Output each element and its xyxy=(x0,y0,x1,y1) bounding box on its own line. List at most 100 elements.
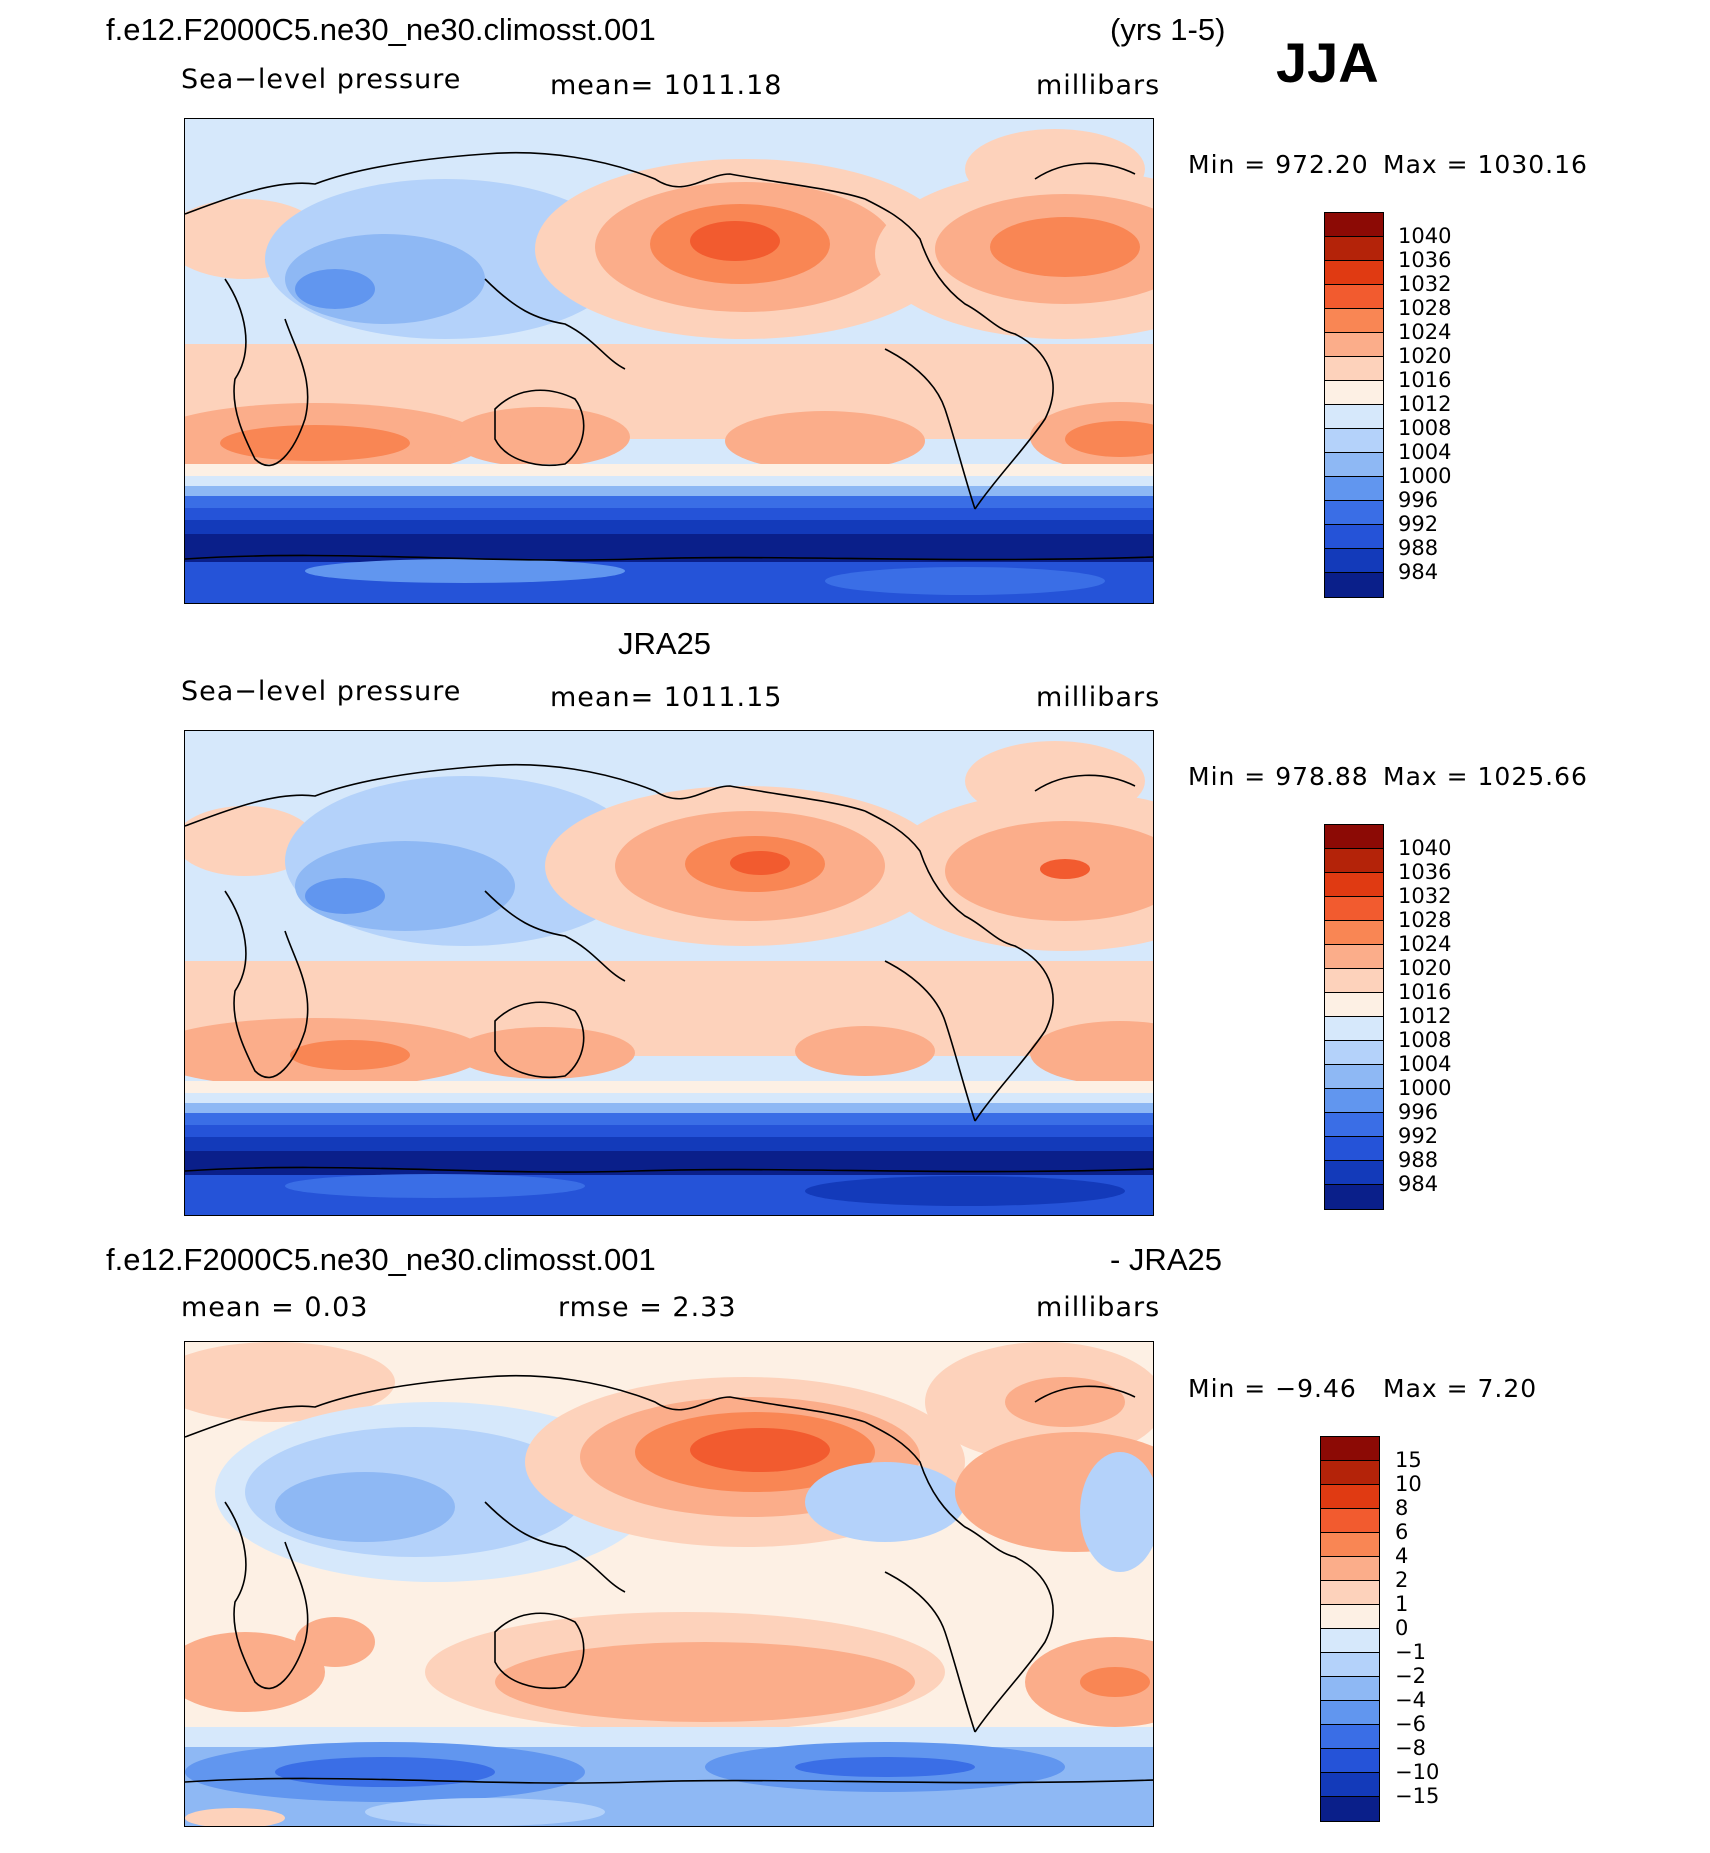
colorbar-swatch xyxy=(1325,285,1383,309)
colorbar-swatch xyxy=(1325,873,1383,897)
colorbar-tick-label: 1000 xyxy=(1398,464,1452,488)
colorbar-swatch xyxy=(1321,1581,1379,1605)
colorbar-swatch xyxy=(1321,1749,1379,1773)
colorbar-swatch xyxy=(1321,1677,1379,1701)
panel3-rmse-label: rmse = 2.33 xyxy=(558,1292,737,1323)
colorbar-swatch xyxy=(1321,1605,1379,1629)
panel2-center-title: JRA25 xyxy=(618,626,712,661)
case-name-title: f.e12.F2000C5.ne30_ne30.climosst.001 xyxy=(106,12,656,47)
colorbar-swatch xyxy=(1325,993,1383,1017)
colorbar-tick-label: 1000 xyxy=(1398,1076,1452,1100)
colorbar-swatch xyxy=(1325,1017,1383,1041)
colorbar-swatch xyxy=(1321,1557,1379,1581)
colorbar-tick-label: 988 xyxy=(1398,1148,1439,1172)
panel1-field-svg xyxy=(185,119,1153,603)
colorbar-tick-label: 1008 xyxy=(1398,416,1452,440)
colorbar-swatch xyxy=(1325,849,1383,873)
colorbar-tick-label: 1028 xyxy=(1398,908,1452,932)
colorbar-swatch xyxy=(1321,1461,1379,1485)
colorbar-tick-label: 1024 xyxy=(1398,932,1452,956)
colorbar-swatch xyxy=(1325,1185,1383,1209)
panel1-max-label: Max = 1030.16 xyxy=(1383,150,1588,179)
colorbar-tick-label: 1016 xyxy=(1398,368,1452,392)
panel3-units-label: millibars xyxy=(1036,1292,1161,1323)
colorbar-tick-label: 8 xyxy=(1395,1496,1409,1520)
colorbar-tick-label: 1004 xyxy=(1398,1052,1452,1076)
panel3-max-label: Max = 7.20 xyxy=(1383,1374,1538,1403)
panel2-min-label: Min = 978.88 xyxy=(1188,762,1369,791)
colorbar-swatch xyxy=(1325,237,1383,261)
colorbar-tick-label: −8 xyxy=(1395,1736,1426,1760)
colorbar-swatch xyxy=(1325,333,1383,357)
colorbar-swatch xyxy=(1321,1653,1379,1677)
colorbar-swatch xyxy=(1321,1725,1379,1749)
colorbar-tick-label: 992 xyxy=(1398,512,1439,536)
panel2-field-svg xyxy=(185,731,1153,1215)
colorbar-swatch xyxy=(1321,1629,1379,1653)
colorbar-tick-label: 996 xyxy=(1398,488,1439,512)
colorbar-swatch xyxy=(1325,549,1383,573)
panel2-colorbar xyxy=(1324,824,1384,1210)
colorbar-tick-label: 1024 xyxy=(1398,320,1452,344)
colorbar-tick-label: 1004 xyxy=(1398,440,1452,464)
colorbar-tick-label: 4 xyxy=(1395,1544,1409,1568)
colorbar-tick-label: −6 xyxy=(1395,1712,1426,1736)
colorbar-tick-label: 1012 xyxy=(1398,1004,1452,1028)
colorbar-swatch xyxy=(1325,1065,1383,1089)
years-label: (yrs 1-5) xyxy=(1110,12,1226,47)
colorbar-tick-label: 1008 xyxy=(1398,1028,1452,1052)
colorbar-swatch xyxy=(1321,1485,1379,1509)
colorbar-swatch xyxy=(1325,501,1383,525)
panel1-map xyxy=(184,118,1154,604)
colorbar-tick-label: 1032 xyxy=(1398,884,1452,908)
colorbar-tick-label: 1036 xyxy=(1398,248,1452,272)
colorbar-tick-label: 2 xyxy=(1395,1568,1409,1592)
panel3-colorbar xyxy=(1320,1436,1380,1822)
colorbar-swatch xyxy=(1325,309,1383,333)
colorbar-tick-label: −10 xyxy=(1395,1760,1440,1784)
panel3-min-label: Min = −9.46 xyxy=(1188,1374,1357,1403)
panel2-max-label: Max = 1025.66 xyxy=(1383,762,1588,791)
colorbar-swatch xyxy=(1321,1773,1379,1797)
colorbar-swatch xyxy=(1321,1533,1379,1557)
colorbar-tick-label: 1016 xyxy=(1398,980,1452,1004)
panel3-field-svg xyxy=(185,1342,1153,1826)
colorbar-tick-label: 988 xyxy=(1398,536,1439,560)
panel3-minus-obs-title: - JRA25 xyxy=(1110,1242,1222,1277)
panel2-mean-label: mean= 1011.15 xyxy=(550,682,783,713)
colorbar-tick-label: 15 xyxy=(1395,1448,1422,1472)
colorbar-tick-label: 1040 xyxy=(1398,224,1452,248)
colorbar-swatch xyxy=(1325,213,1383,237)
colorbar-tick-label: −2 xyxy=(1395,1664,1426,1688)
colorbar-swatch xyxy=(1325,897,1383,921)
colorbar-tick-label: 1012 xyxy=(1398,392,1452,416)
colorbar-swatch xyxy=(1325,453,1383,477)
panel2-map xyxy=(184,730,1154,1216)
colorbar-swatch xyxy=(1325,1089,1383,1113)
panel1-colorbar xyxy=(1324,212,1384,598)
colorbar-swatch xyxy=(1325,969,1383,993)
colorbar-tick-label: 1 xyxy=(1395,1592,1409,1616)
colorbar-tick-label: 1028 xyxy=(1398,296,1452,320)
colorbar-swatch xyxy=(1325,1113,1383,1137)
colorbar-tick-label: 10 xyxy=(1395,1472,1422,1496)
colorbar-tick-label: −15 xyxy=(1395,1784,1440,1808)
panel2-units-label: millibars xyxy=(1036,682,1161,713)
colorbar-swatch xyxy=(1321,1437,1379,1461)
colorbar-tick-label: 6 xyxy=(1395,1520,1409,1544)
colorbar-tick-label: 1036 xyxy=(1398,860,1452,884)
panel1-units-label: millibars xyxy=(1036,70,1161,101)
colorbar-tick-label: 1040 xyxy=(1398,836,1452,860)
colorbar-swatch xyxy=(1325,1137,1383,1161)
colorbar-swatch xyxy=(1325,921,1383,945)
colorbar-swatch xyxy=(1321,1797,1379,1821)
panel3-case-title: f.e12.F2000C5.ne30_ne30.climosst.001 xyxy=(106,1242,656,1277)
panel3-mean-label: mean = 0.03 xyxy=(181,1292,369,1323)
colorbar-swatch xyxy=(1325,357,1383,381)
colorbar-tick-label: −1 xyxy=(1395,1640,1426,1664)
panel1-mean-label: mean= 1011.18 xyxy=(550,70,783,101)
colorbar-tick-label: 996 xyxy=(1398,1100,1439,1124)
colorbar-tick-label: 984 xyxy=(1398,560,1439,584)
panel1-variable-label: Sea−level pressure xyxy=(181,64,462,95)
panel2-variable-label: Sea−level pressure xyxy=(181,676,462,707)
